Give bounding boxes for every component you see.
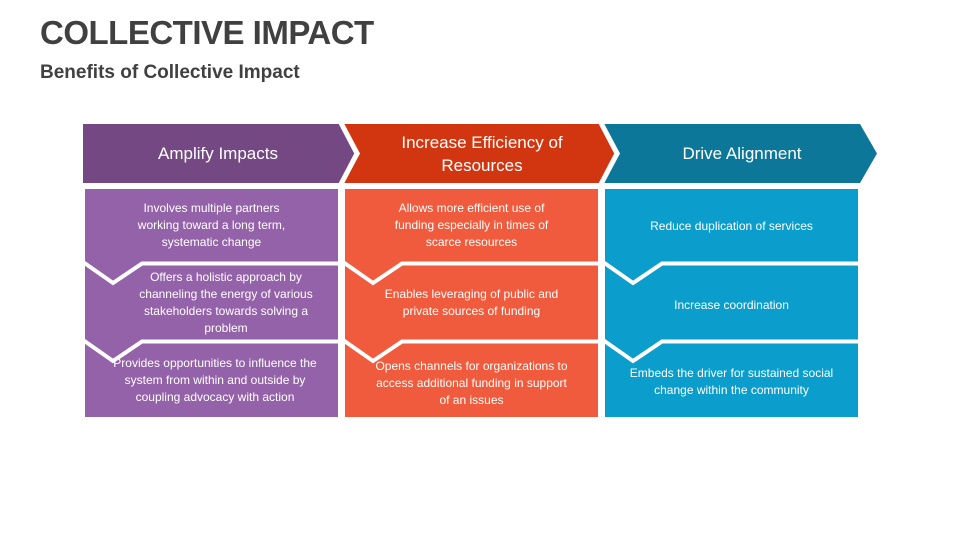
separator-purple-1: [81, 260, 340, 286]
header-drive-alignment: Drive Alignment: [682, 144, 802, 163]
amplify-item-2: Offers a holistic approach by channeling…: [139, 270, 313, 335]
alignment-item-1: Reduce duplication of services: [650, 218, 813, 233]
header-amplify-impacts: Amplify Impacts: [158, 144, 278, 163]
body-column-orange: [345, 189, 598, 417]
header-increase-efficiency: Increase Efficiency of Resources: [401, 132, 563, 175]
amplify-item-3: Provides opportunities to influence the …: [113, 355, 317, 404]
body-column-purple: [85, 189, 338, 417]
separator-blue-2: [601, 338, 860, 364]
separator-orange-2: [341, 338, 600, 364]
separator-orange-1: [341, 260, 600, 286]
slide-title: COLLECTIVE IMPACT: [40, 14, 374, 51]
alignment-item-2: Increase coordination: [674, 297, 789, 312]
separator-blue-1: [601, 260, 860, 286]
slide-subtitle: Benefits of Collective Impact: [40, 62, 300, 83]
separator-purple-2: [81, 338, 340, 364]
chevron-drive-alignment: [604, 124, 877, 183]
body-column-blue: [605, 189, 858, 417]
efficiency-item-3: Opens channels for organizations to acce…: [375, 358, 568, 407]
alignment-item-3: Embeds the driver for sustained social c…: [629, 366, 834, 397]
efficiency-item-1: Allows more efficient use of funding esp…: [394, 200, 549, 249]
chevron-amplify-impacts: [83, 124, 356, 183]
efficiency-item-2: Enables leveraging of public and private…: [384, 287, 559, 318]
amplify-item-1: Involves multiple partners working towar…: [137, 200, 286, 249]
chevron-increase-efficiency: [344, 124, 616, 183]
